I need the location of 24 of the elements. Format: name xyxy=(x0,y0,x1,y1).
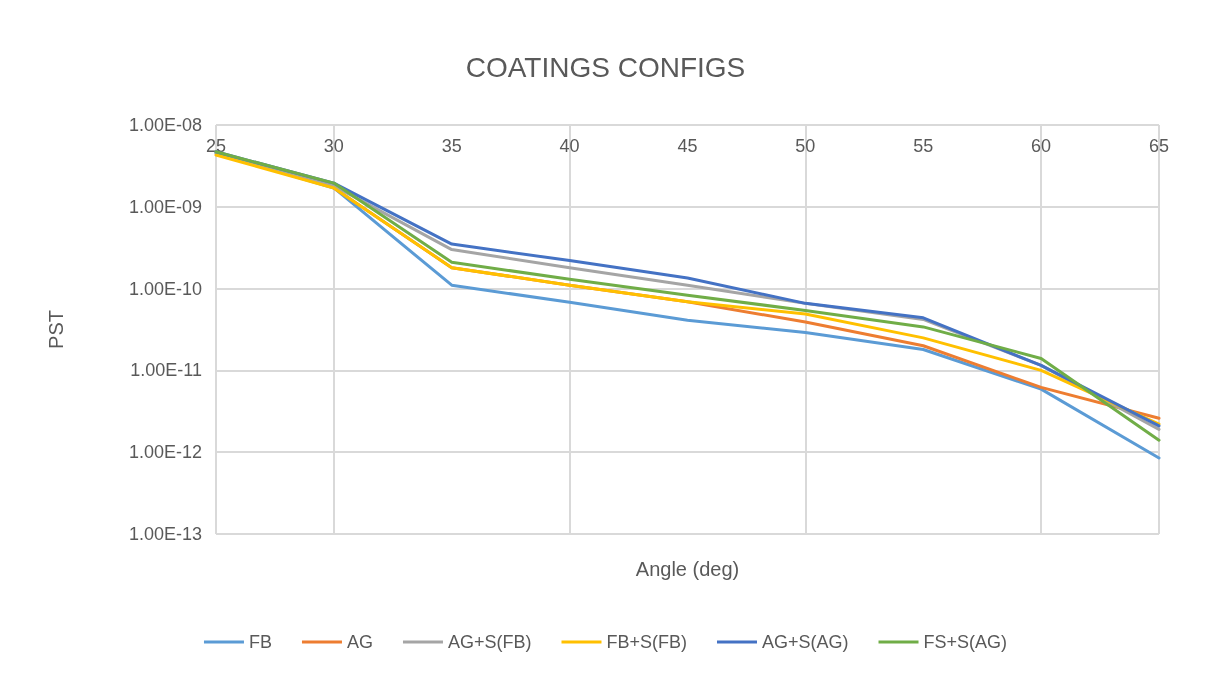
legend-label: AG+S(AG) xyxy=(762,632,849,652)
x-tick-label: 40 xyxy=(559,136,580,156)
x-tick-label: 30 xyxy=(323,136,344,156)
y-tick-label: 1.00E-11 xyxy=(130,360,202,381)
x-tick-label: 50 xyxy=(795,136,816,156)
legend-label: FB+S(FB) xyxy=(606,632,688,652)
x-tick-label: 45 xyxy=(677,136,698,156)
x-tick-label: 65 xyxy=(1148,136,1170,156)
y-tick-label: 1.00E-13 xyxy=(128,524,202,544)
legend-label: AG xyxy=(346,632,373,652)
legend-label: AG+S(FB) xyxy=(447,632,532,652)
legend-label: FB xyxy=(248,632,272,652)
y-axis-title: PST xyxy=(45,310,67,349)
y-tick-label: 1.00E-10 xyxy=(128,278,202,299)
legend-label: FS+S(AG) xyxy=(923,632,1008,652)
x-tick-label: 55 xyxy=(913,136,934,156)
x-tick-label: 60 xyxy=(1031,136,1052,156)
y-tick-label: 1.00E-08 xyxy=(128,115,202,135)
y-tick-label: 1.00E-09 xyxy=(128,196,202,217)
x-tick-label: 35 xyxy=(441,136,462,156)
x-tick-label: 25 xyxy=(205,136,227,156)
chart-title: COATINGS CONFIGS xyxy=(465,51,746,83)
x-axis-title: Angle (deg) xyxy=(635,558,740,580)
y-tick-label: 1.00E-12 xyxy=(128,442,202,463)
